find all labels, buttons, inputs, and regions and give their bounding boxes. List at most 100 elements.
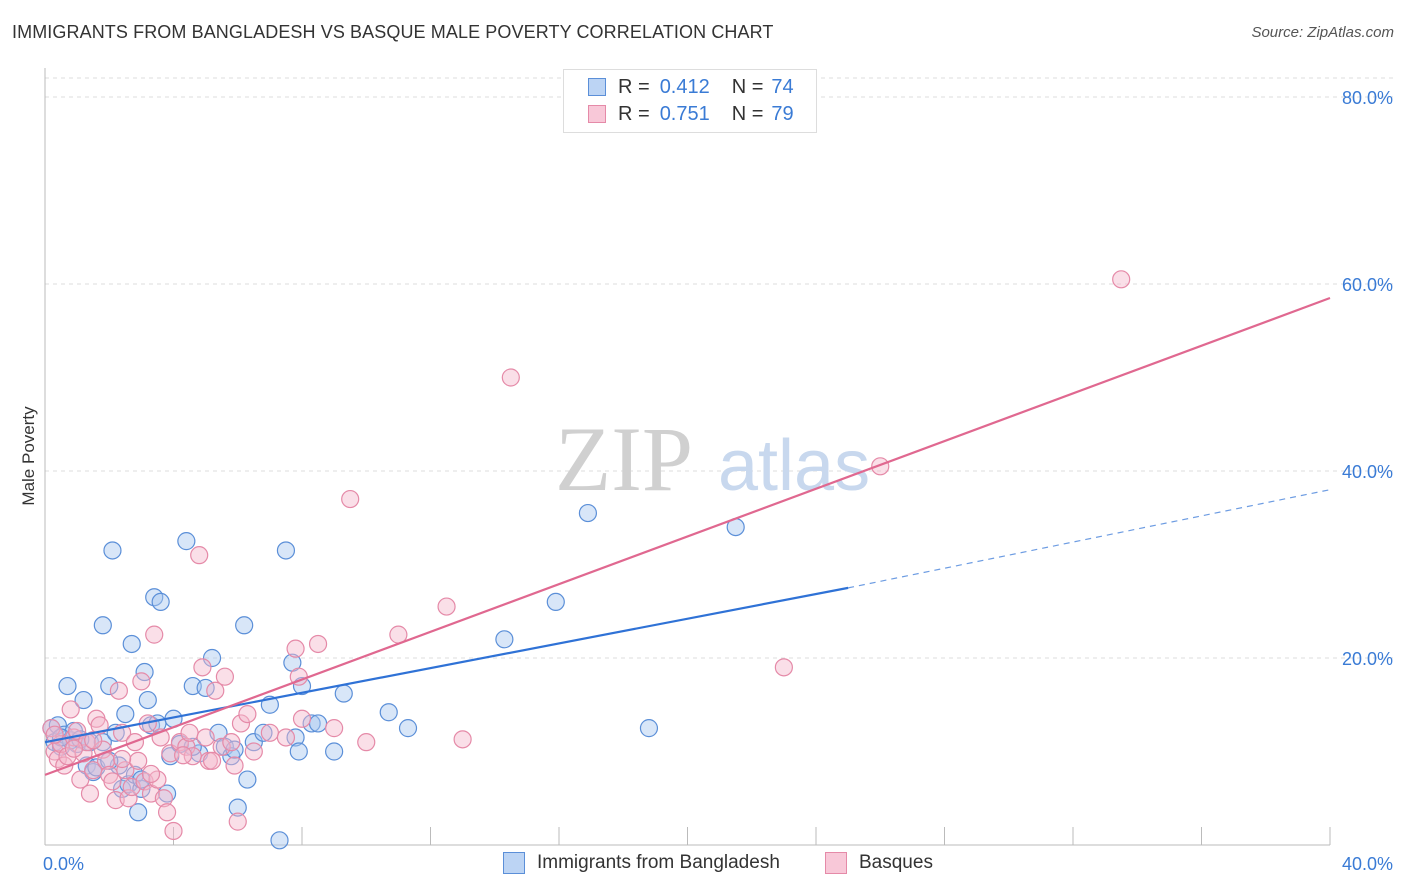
bottom-legend-bangladesh: Immigrants from Bangladesh — [503, 852, 780, 874]
point-basques — [202, 751, 222, 770]
point-basques — [228, 812, 247, 831]
legend: R = 0.412 N = 74 R = 0.751 N = 79 — [563, 69, 817, 133]
point-basques — [244, 742, 263, 761]
legend-r-value: 0.412 — [659, 75, 710, 98]
point-bangladesh — [325, 742, 344, 761]
point-basques — [325, 719, 344, 738]
watermark-zip: ZIP — [555, 408, 693, 510]
point-basques — [260, 723, 279, 742]
point-basques — [80, 784, 100, 803]
point-basques — [164, 821, 183, 841]
legend-n-label: N = — [731, 75, 764, 98]
point-basques — [109, 681, 128, 700]
chart-title: IMMIGRANTS FROM BANGLADESH VS BASQUE MAL… — [12, 22, 774, 42]
point-basques — [141, 764, 161, 784]
trend-line-bangladesh — [44, 586, 849, 744]
point-basques — [222, 733, 241, 752]
legend-row-basques: R = 0.751 N = 79 — [588, 102, 794, 126]
point-basques — [215, 667, 234, 686]
point-basques — [190, 546, 209, 565]
trend-line-bangladesh-extrapolated — [848, 489, 1331, 589]
point-bangladesh — [289, 742, 308, 761]
bottom-swatch-pink — [825, 852, 847, 874]
bottom-legend-basques: Basques — [825, 852, 933, 874]
point-basques — [308, 634, 328, 654]
point-bangladesh — [103, 541, 122, 560]
point-basques — [71, 770, 90, 789]
point-bangladesh — [132, 770, 151, 789]
point-basques — [119, 789, 138, 808]
point-basques — [231, 714, 251, 733]
tick-labels: 20.0% 40.0% 60.0% 80.0% 0.0% 40.0% — [43, 88, 1393, 874]
point-bangladesh — [244, 733, 263, 752]
point-bangladesh — [122, 634, 141, 654]
point-basques — [774, 658, 793, 677]
point-bangladesh — [100, 676, 119, 696]
point-basques — [871, 457, 890, 476]
point-bangladesh — [116, 704, 135, 724]
y-tick-label: 40.0% — [1342, 462, 1393, 482]
point-basques — [145, 625, 164, 644]
y-axis-label: Male Poverty — [19, 406, 38, 506]
point-basques — [238, 704, 257, 724]
point-bangladesh — [138, 690, 157, 710]
x-tick-label: 0.0% — [43, 854, 84, 874]
bottom-swatch-blue — [503, 852, 525, 874]
legend-swatch-pink — [588, 105, 606, 123]
point-bangladesh — [228, 798, 247, 817]
point-bangladesh — [495, 630, 514, 649]
point-bangladesh — [334, 684, 353, 703]
series-basques-points — [42, 270, 1131, 841]
point-basques — [212, 737, 231, 756]
point-basques — [180, 723, 199, 742]
point-basques — [116, 761, 135, 780]
point-basques — [103, 772, 122, 791]
point-basques — [286, 639, 305, 658]
point-bangladesh — [129, 803, 148, 822]
point-bangladesh — [286, 728, 305, 747]
point-basques — [206, 681, 225, 700]
legend-n-value: 79 — [771, 102, 794, 125]
point-bangladesh — [302, 714, 321, 733]
legend-n-label: N = — [731, 102, 764, 125]
point-basques — [196, 728, 215, 747]
axes — [44, 68, 1331, 846]
point-basques — [1112, 270, 1131, 289]
legend-row-bangladesh: R = 0.412 N = 74 — [588, 75, 794, 99]
point-bangladesh — [546, 592, 565, 612]
point-bangladesh — [151, 592, 170, 612]
point-basques — [61, 700, 80, 719]
point-bangladesh — [276, 541, 296, 560]
point-basques — [132, 672, 151, 691]
bottom-legend-label-bangladesh: Immigrants from Bangladesh — [537, 852, 780, 873]
point-basques — [341, 489, 360, 509]
y-tick-label: 80.0% — [1342, 88, 1393, 108]
watermark: ZIP atlas — [555, 408, 870, 510]
y-tick-label: 60.0% — [1342, 275, 1393, 295]
y-tick-label: 20.0% — [1342, 649, 1393, 669]
legend-swatch-blue — [588, 78, 606, 96]
point-bangladesh — [93, 616, 112, 635]
point-bangladesh — [398, 719, 418, 738]
watermark-atlas: atlas — [718, 426, 870, 506]
trend-line-basques — [44, 296, 1331, 776]
point-basques — [193, 658, 212, 677]
point-bangladesh — [639, 719, 659, 738]
source-label: Source: ZipAtlas.com — [1251, 24, 1394, 41]
point-bangladesh — [202, 648, 222, 668]
point-bangladesh — [58, 676, 77, 696]
legend-n-value: 74 — [771, 75, 794, 98]
bottom-legend: Immigrants from Bangladesh Basques — [0, 852, 1406, 880]
point-bangladesh — [254, 723, 273, 742]
legend-r-label: R = — [618, 102, 650, 125]
point-bangladesh — [578, 503, 598, 523]
point-bangladesh — [238, 770, 257, 789]
gridlines — [45, 77, 1395, 659]
trend-lines — [44, 296, 1331, 776]
point-basques — [90, 716, 109, 735]
point-basques — [154, 789, 173, 808]
point-basques — [157, 803, 177, 822]
point-basques — [357, 733, 376, 752]
point-bangladesh — [270, 831, 289, 850]
